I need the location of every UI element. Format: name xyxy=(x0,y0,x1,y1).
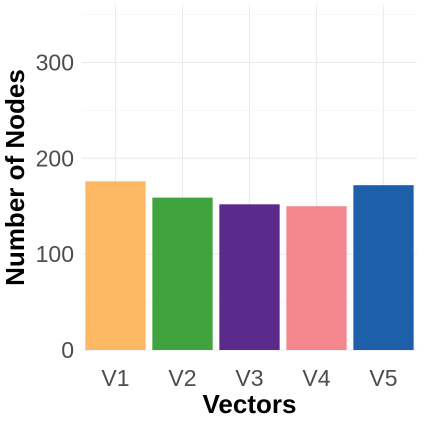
x-tick-label: V5 xyxy=(369,365,397,391)
y-tick-label: 0 xyxy=(61,337,74,363)
x-tick-label: V2 xyxy=(168,365,196,391)
bar-v5 xyxy=(353,185,414,350)
x-tick-label: V1 xyxy=(101,365,129,391)
y-tick-labels: 0 100 200 300 xyxy=(36,50,74,364)
x-tick-label: V3 xyxy=(235,365,263,391)
bar-v1 xyxy=(85,181,146,350)
y-tick-label: 300 xyxy=(36,50,74,76)
x-tick-labels: V1 V2 V3 V4 V5 xyxy=(101,365,397,391)
y-tick-label: 200 xyxy=(36,145,74,171)
x-tick-label: V4 xyxy=(302,365,330,391)
y-axis-title: Number of Nodes xyxy=(0,69,30,286)
bar-v2 xyxy=(152,197,213,350)
bar-v4 xyxy=(286,206,347,350)
x-axis-title: Vectors xyxy=(203,389,297,419)
y-tick-label: 100 xyxy=(36,241,74,267)
bars xyxy=(85,181,414,350)
bar-v3 xyxy=(219,204,280,350)
